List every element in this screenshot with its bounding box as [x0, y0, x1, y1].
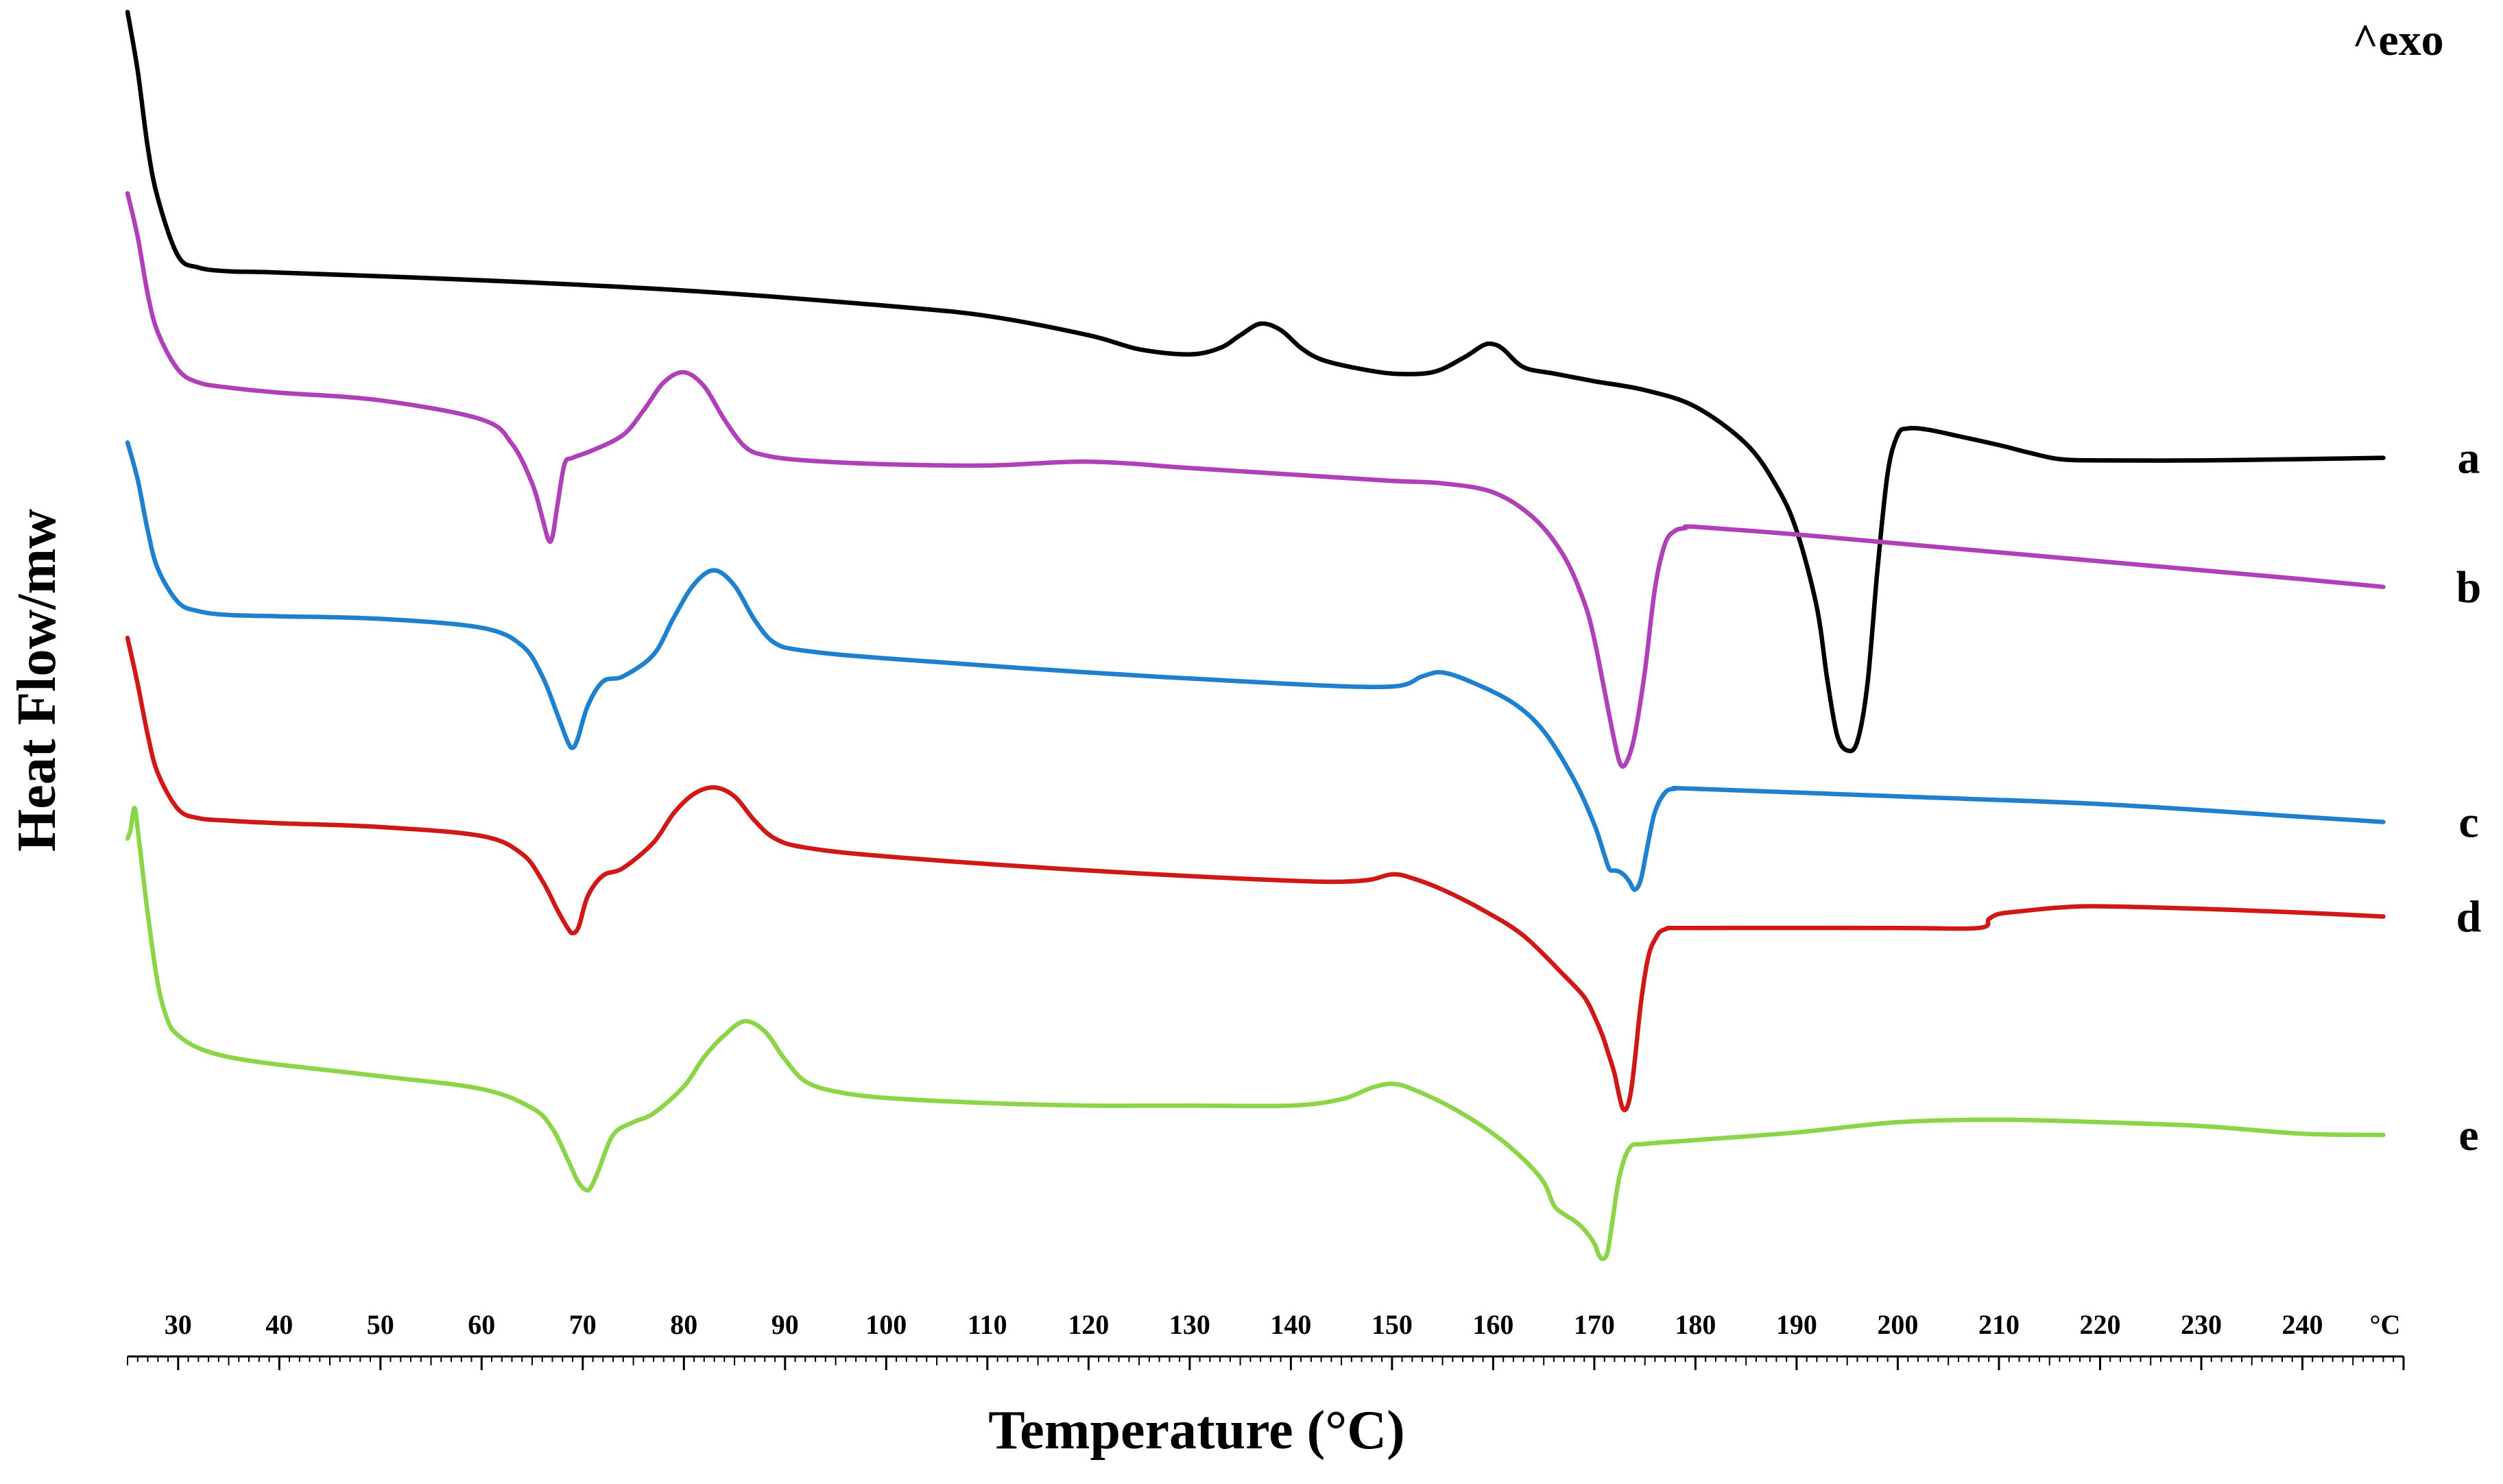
x-tick-label-70: 70	[569, 1309, 597, 1340]
x-tick-label-30: 30	[165, 1309, 192, 1340]
x-tick-label-80: 80	[670, 1309, 697, 1340]
curve-d	[125, 636, 2386, 1112]
series-label-d: d	[2456, 892, 2482, 942]
x-axis-minor-ticks	[127, 1356, 2405, 1370]
x-tick-label-200: 200	[1877, 1309, 1918, 1340]
x-tick-label-150: 150	[1372, 1309, 1413, 1340]
x-tick-label-130: 130	[1169, 1309, 1210, 1340]
x-tick-label-210: 210	[1978, 1309, 2020, 1340]
x-tick-label-90: 90	[771, 1309, 799, 1340]
y-axis-title: Heat Flow/mw	[7, 509, 67, 852]
curve-e	[125, 805, 2386, 1261]
x-tick-label-170: 170	[1574, 1309, 1615, 1340]
x-tick-label-120: 120	[1068, 1309, 1109, 1340]
curve-a	[125, 10, 2386, 754]
series-curves	[125, 10, 2386, 1261]
series-labels: a b cd e	[2456, 433, 2482, 1160]
x-tick-label-160: 160	[1472, 1309, 1513, 1340]
x-tick-label-100: 100	[865, 1309, 907, 1340]
series-label-e: e	[2458, 1110, 2478, 1160]
x-axis-title: Temperature (°C)	[988, 1400, 1404, 1461]
x-tick-label-190: 190	[1776, 1309, 1817, 1340]
series-label-a: a	[2458, 433, 2480, 483]
x-tick-label-180: 180	[1675, 1309, 1716, 1340]
x-tick-label-110: 110	[968, 1309, 1007, 1340]
x-tick-label-50: 50	[367, 1309, 394, 1340]
x-tick-label-220: 220	[2080, 1309, 2121, 1340]
x-tick-label-60: 60	[468, 1309, 495, 1340]
x-axis-tick-labels: 30 40 50 60 70 80 90 100 110 120 130 140 150 160 170 18…	[165, 1309, 2323, 1340]
series-label-b: b	[2456, 562, 2482, 612]
x-tick-label-240: 240	[2282, 1309, 2323, 1340]
x-tick-label-140: 140	[1270, 1309, 1311, 1340]
x-axis-unit-label: °C	[2370, 1309, 2401, 1340]
x-tick-label-230: 230	[2181, 1309, 2222, 1340]
curve-c	[125, 440, 2386, 892]
series-label-c: c	[2458, 798, 2478, 848]
curve-b	[125, 191, 2386, 769]
exo-direction-label: ^exo	[2352, 15, 2444, 65]
x-tick-label-40: 40	[265, 1309, 293, 1340]
